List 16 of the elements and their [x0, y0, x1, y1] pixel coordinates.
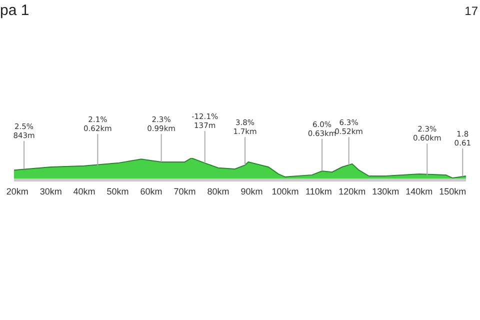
x-tick-label: 100km — [272, 186, 299, 196]
chart-subtitle: 17 — [464, 4, 478, 18]
x-tick-label: 40km — [73, 186, 96, 196]
x-tick-label: 50km — [106, 186, 129, 196]
x-tick-label: 150km — [439, 186, 466, 196]
x-tick-label: 20km — [6, 186, 28, 196]
x-tick-label: 70km — [174, 186, 196, 196]
x-tick-label: 130km — [372, 186, 400, 196]
x-tick-label: 120km — [338, 186, 366, 196]
chart-title: pa 1 — [0, 2, 30, 19]
x-tick-label: 110km — [306, 186, 332, 196]
x-tick-label: 140km — [406, 186, 433, 196]
x-tick-label: 60km — [140, 186, 162, 196]
x-tick-label: 30km — [40, 186, 62, 196]
x-tick-label: 90km — [240, 186, 263, 196]
x-tick-label: 80km — [207, 186, 230, 196]
